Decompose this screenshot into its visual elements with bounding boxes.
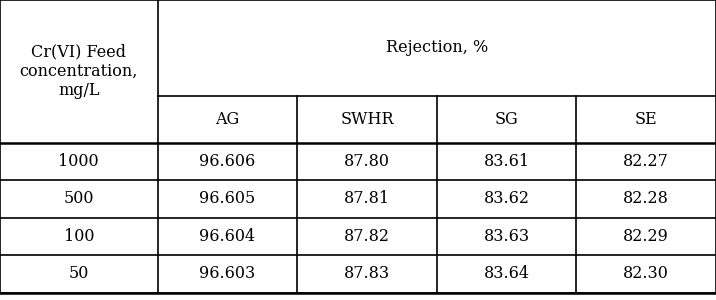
Text: 87.83: 87.83 bbox=[344, 265, 390, 282]
Text: 500: 500 bbox=[64, 190, 94, 207]
Text: 96.606: 96.606 bbox=[199, 153, 256, 170]
Text: 83.64: 83.64 bbox=[483, 265, 530, 282]
Text: SG: SG bbox=[495, 111, 518, 128]
Text: 87.81: 87.81 bbox=[344, 190, 390, 207]
Text: 96.604: 96.604 bbox=[199, 228, 256, 245]
Text: SWHR: SWHR bbox=[340, 111, 394, 128]
Text: Cr(VI) Feed
concentration,
mg/L: Cr(VI) Feed concentration, mg/L bbox=[19, 43, 138, 99]
Text: 87.82: 87.82 bbox=[344, 228, 390, 245]
Text: AG: AG bbox=[216, 111, 239, 128]
Text: 83.61: 83.61 bbox=[483, 153, 530, 170]
Text: 50: 50 bbox=[69, 265, 89, 282]
Text: 83.63: 83.63 bbox=[483, 228, 530, 245]
Text: 82.27: 82.27 bbox=[623, 153, 669, 170]
Text: 83.62: 83.62 bbox=[483, 190, 530, 207]
Text: 82.29: 82.29 bbox=[623, 228, 669, 245]
Text: 96.603: 96.603 bbox=[199, 265, 256, 282]
Text: 1000: 1000 bbox=[59, 153, 99, 170]
Text: 87.80: 87.80 bbox=[344, 153, 390, 170]
Text: 82.30: 82.30 bbox=[623, 265, 669, 282]
Text: 82.28: 82.28 bbox=[623, 190, 669, 207]
Text: 100: 100 bbox=[64, 228, 94, 245]
Text: 96.605: 96.605 bbox=[199, 190, 256, 207]
Text: SE: SE bbox=[635, 111, 657, 128]
Text: Rejection, %: Rejection, % bbox=[386, 40, 488, 56]
